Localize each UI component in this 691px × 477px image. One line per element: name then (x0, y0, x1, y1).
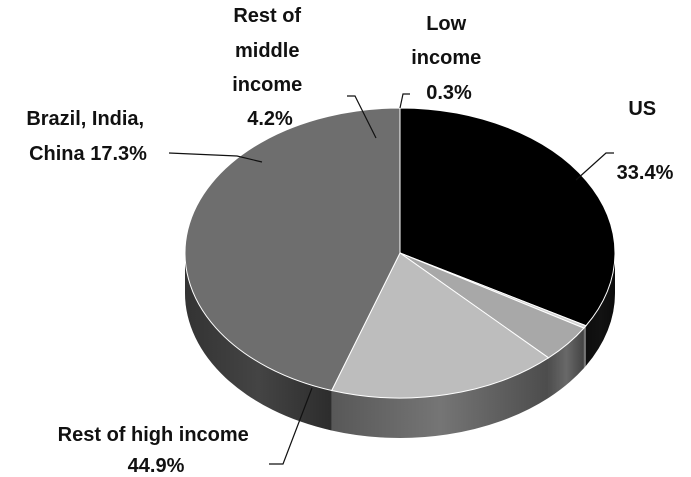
slice-side-shading-rest-of-middle-income (548, 328, 584, 398)
leader-line-rest-of-high-income (269, 387, 313, 465)
leader-lines (168, 93, 614, 465)
leader-line-brazil-india-china (168, 152, 263, 163)
slice-rest-of-high-income (184, 107, 401, 392)
slice-side-shading-rest-of-high-income (185, 253, 332, 431)
label-brazil-india-china: Brazil, India, China 17.3% (26, 108, 149, 165)
leader-line-rest-of-middle-income (347, 95, 377, 139)
label-us: US 33.4% (617, 98, 674, 184)
slice-side-shading-us (585, 253, 615, 366)
pie-sides (185, 253, 615, 438)
slice-side-shading-brazil-india-china (331, 357, 549, 438)
pie-tops (184, 107, 616, 399)
slice-brazil-india-china (330, 252, 550, 399)
slice-side-shading-low-income (583, 325, 586, 369)
leader-line-us (575, 152, 614, 181)
slice-us (399, 107, 616, 327)
label-low-income: Low income 0.3% (411, 13, 487, 104)
leader-line-low-income (399, 93, 410, 109)
label-rest-of-middle-income: Rest of middle income 4.2% (232, 5, 308, 130)
label-rest-of-high-income: Rest of high income 44.9% (58, 424, 255, 477)
